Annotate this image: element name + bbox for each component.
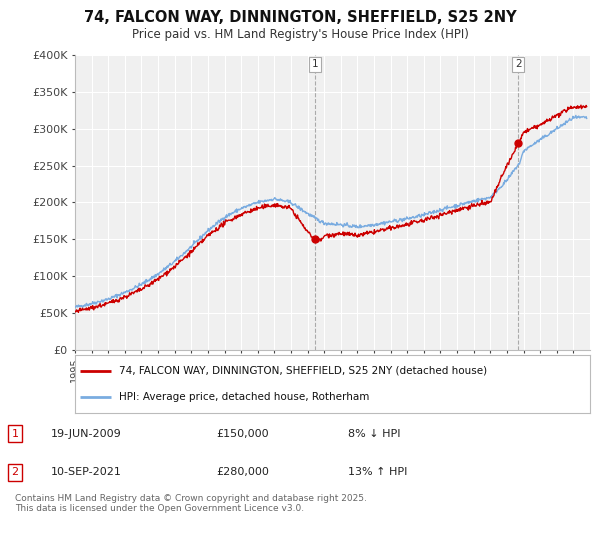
Text: 13% ↑ HPI: 13% ↑ HPI: [348, 468, 407, 478]
Text: 1: 1: [312, 59, 319, 69]
Text: 74, FALCON WAY, DINNINGTON, SHEFFIELD, S25 2NY: 74, FALCON WAY, DINNINGTON, SHEFFIELD, S…: [83, 10, 517, 25]
Text: 2: 2: [515, 59, 522, 69]
Text: HPI: Average price, detached house, Rotherham: HPI: Average price, detached house, Roth…: [119, 393, 369, 402]
Text: 1: 1: [11, 428, 19, 438]
Text: 2: 2: [11, 468, 19, 478]
Text: 19-JUN-2009: 19-JUN-2009: [51, 428, 122, 438]
Text: £150,000: £150,000: [216, 428, 269, 438]
Text: £280,000: £280,000: [216, 468, 269, 478]
Text: 10-SEP-2021: 10-SEP-2021: [51, 468, 122, 478]
Text: Contains HM Land Registry data © Crown copyright and database right 2025.
This d: Contains HM Land Registry data © Crown c…: [15, 494, 367, 514]
Text: 74, FALCON WAY, DINNINGTON, SHEFFIELD, S25 2NY (detached house): 74, FALCON WAY, DINNINGTON, SHEFFIELD, S…: [119, 366, 487, 376]
Text: 8% ↓ HPI: 8% ↓ HPI: [348, 428, 401, 438]
Text: Price paid vs. HM Land Registry's House Price Index (HPI): Price paid vs. HM Land Registry's House …: [131, 28, 469, 41]
